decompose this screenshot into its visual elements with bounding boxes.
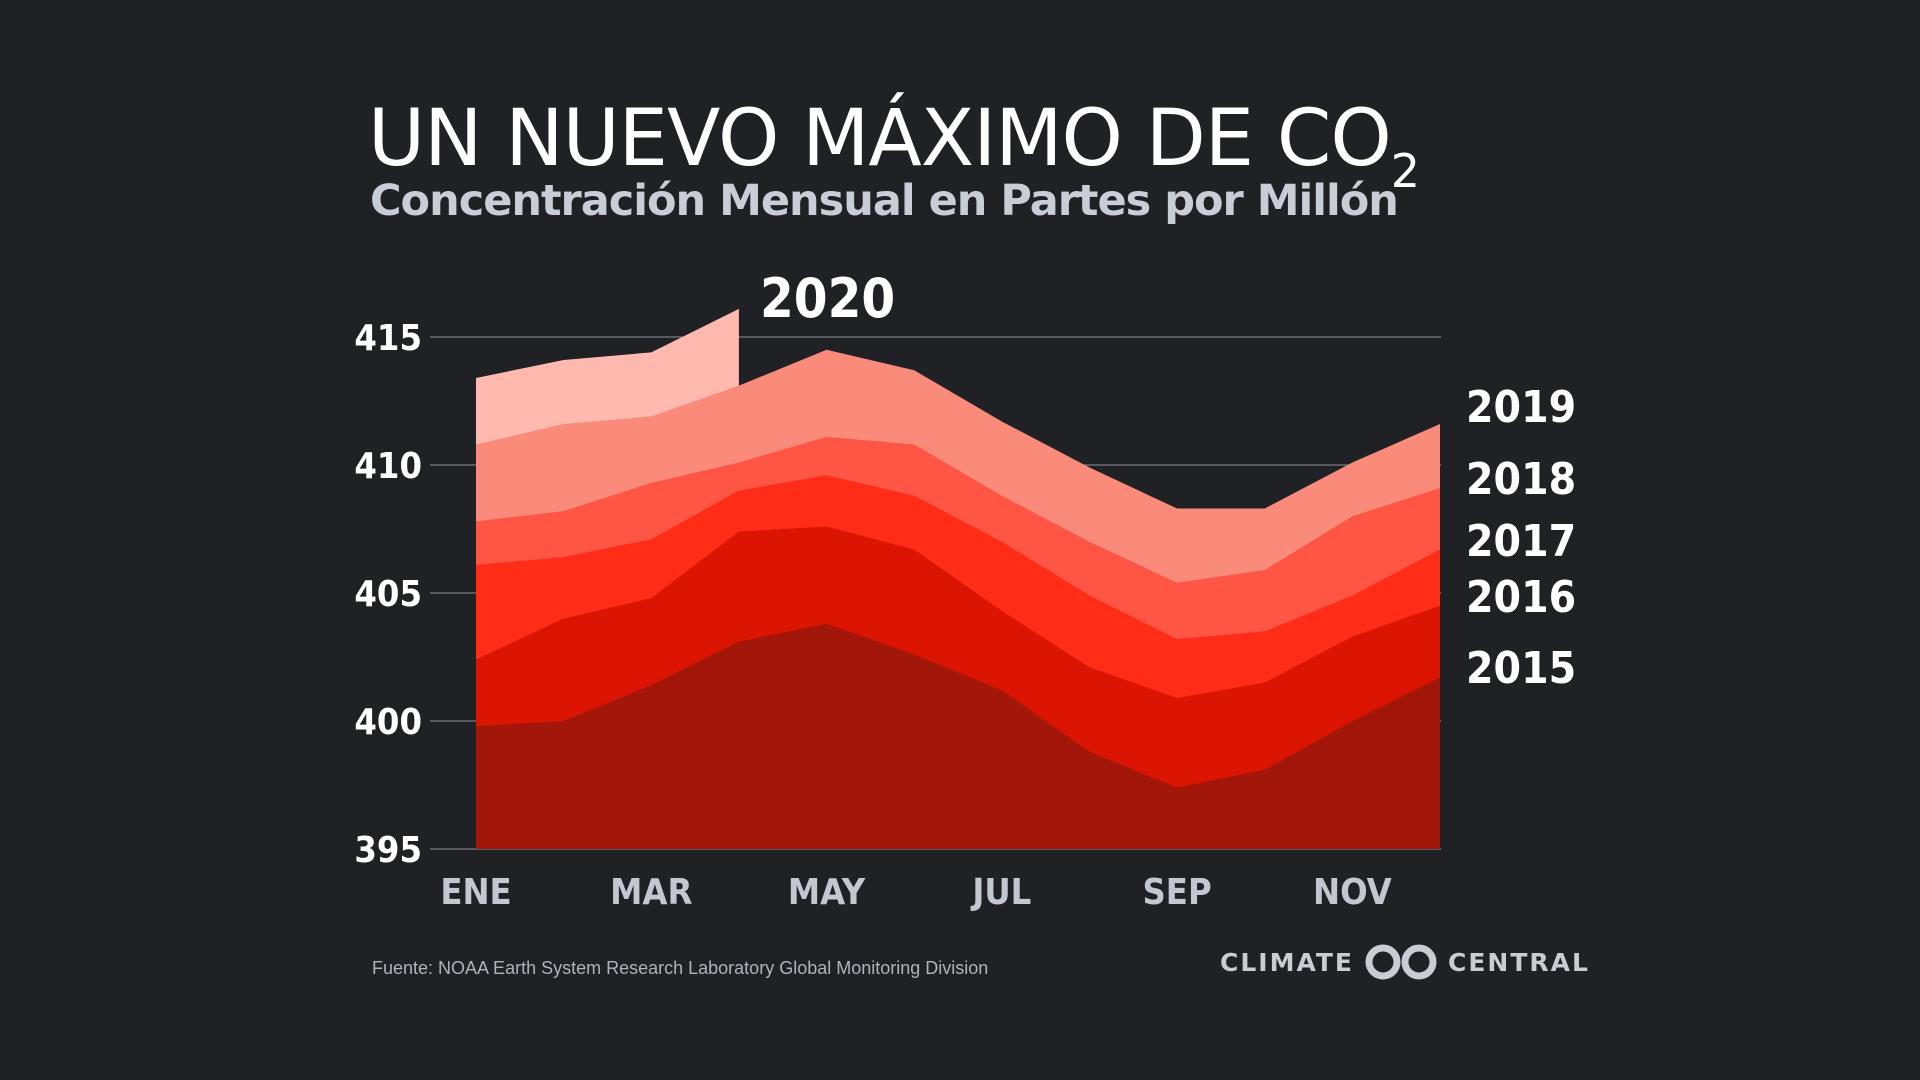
- source-note: Fuente: NOAA Earth System Research Labor…: [372, 958, 989, 978]
- chart-title-subscript: 2: [1390, 144, 1420, 198]
- y-tick-label-415: 415: [354, 318, 422, 359]
- x-axis-ticks: ENE MAR MAY JUL SEP NOV: [440, 872, 1391, 913]
- logo-word-central: CENTRAL: [1448, 947, 1590, 977]
- area-series-2015: [476, 623, 1440, 849]
- x-tick-label-ene: ENE: [440, 872, 511, 913]
- series-label-2015: 2015: [1466, 643, 1576, 694]
- logo-rings-icon: [1365, 944, 1437, 980]
- x-tick-label-nov: NOV: [1313, 872, 1392, 913]
- y-tick-label-400: 400: [354, 702, 422, 743]
- series-label-2018: 2018: [1466, 454, 1576, 505]
- chart-subtitle: Concentración Mensual en Partes por Mill…: [370, 176, 1399, 226]
- y-tick-label-405: 405: [354, 574, 422, 615]
- series-label-2019: 2019: [1466, 382, 1576, 433]
- x-tick-label-mar: MAR: [610, 872, 692, 913]
- chart-title-text: UN NUEVO MÁXIMO DE CO: [368, 94, 1392, 184]
- series-label-2020: 2020: [760, 267, 895, 330]
- logo-word-climate: CLIMATE: [1220, 947, 1354, 977]
- x-tick-label-sep: SEP: [1142, 872, 1211, 913]
- x-tick-label-may: MAY: [788, 872, 866, 913]
- climate-central-logo: CLIMATE CENTRAL: [1220, 944, 1590, 980]
- y-tick-label-410: 410: [354, 446, 422, 487]
- y-axis-ticks: 395 400 405 410 415: [354, 318, 422, 871]
- series-label-2016: 2016: [1466, 572, 1576, 623]
- series-label-2017: 2017: [1466, 516, 1576, 567]
- y-tick-label-395: 395: [354, 830, 422, 871]
- series-areas: [476, 308, 1440, 850]
- x-tick-label-jul: JUL: [970, 872, 1031, 913]
- chart-title: UN NUEVO MÁXIMO DE CO2: [368, 94, 1420, 198]
